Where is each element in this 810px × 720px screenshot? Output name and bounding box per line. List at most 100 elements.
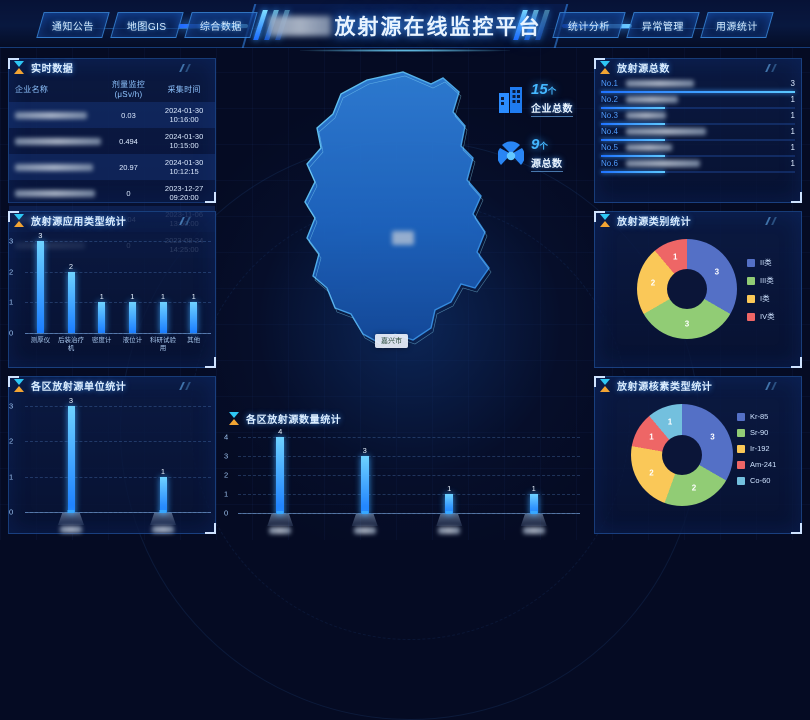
- donut-slice-value: 3: [710, 432, 715, 442]
- bar[interactable]: [36, 241, 44, 333]
- gridline: [25, 406, 211, 407]
- legend-item[interactable]: III类: [747, 275, 775, 286]
- table-row[interactable]: 0.03 2024-01-30 10:16:00: [9, 102, 215, 128]
- table-row[interactable]: 0 2023-12-27 09:20:00: [9, 180, 215, 206]
- donut-slice-value: 3: [684, 319, 690, 328]
- y-axis-tick: 3: [9, 236, 14, 246]
- nav-item-exception-management[interactable]: 异常管理: [626, 12, 700, 38]
- bar[interactable]: [128, 302, 136, 333]
- x-axis-tick-label: [434, 527, 464, 535]
- hourglass-icon: [600, 214, 611, 227]
- legend-item[interactable]: IV类: [747, 311, 775, 322]
- chart-district-count-wrap: 各区放射源数量统计 0 1 2 3 4 4 3 1 1: [224, 410, 584, 538]
- bar[interactable]: [276, 437, 285, 513]
- chart-nuclide-type: 3 2 2 1 1 Kr-85 Sr-90 Ir-192 Am-241 Co-60: [595, 394, 801, 533]
- legend-swatch: [747, 294, 755, 303]
- list-item[interactable]: No.4 1: [595, 125, 801, 141]
- y-axis-tick: 0: [9, 507, 14, 517]
- legend-swatch: [747, 312, 755, 321]
- bar[interactable]: [159, 476, 167, 512]
- legend-label: II类: [760, 258, 772, 267]
- bar[interactable]: [360, 456, 369, 513]
- bar[interactable]: [67, 406, 75, 512]
- y-axis-tick: 0: [224, 508, 229, 518]
- nav-item-comprehensive-data[interactable]: 综合数据: [184, 12, 258, 38]
- rank-name: [626, 111, 786, 120]
- bar-pedestal: [520, 514, 547, 526]
- legend-swatch: [737, 476, 745, 485]
- rank-value: 3: [790, 79, 795, 88]
- legend-swatch: [737, 412, 745, 421]
- table-row[interactable]: 0.494 2024-01-30 10:15:00: [9, 128, 215, 154]
- bar-value-label: 3: [38, 231, 43, 240]
- list-item[interactable]: No.5 1: [595, 141, 801, 157]
- bar-value-label: 1: [191, 292, 196, 302]
- panel-district-units-title: 各区放射源单位统计: [31, 382, 127, 393]
- chart-source-category: 3 3 2 1 II类 III类 I类 IV类: [595, 229, 801, 367]
- list-item[interactable]: No.3 1: [595, 109, 801, 125]
- title-redacted-block: [268, 16, 331, 36]
- list-item[interactable]: No.2 1: [595, 93, 801, 109]
- bar-pedestal: [267, 514, 294, 526]
- chart-legend: Kr-85 Sr-90 Ir-192 Am-241 Co-60: [737, 412, 776, 492]
- legend-swatch: [737, 460, 745, 469]
- x-axis-tick-label: 密度计: [91, 337, 112, 344]
- panel-app-type-chart: 放射源应用类型统计 0 1 2 3 3 测厚仪 2 后装治疗机 1 密度计 1 液位计 1 科研试验用 1 其…: [8, 211, 216, 368]
- center-stats: 15个 企业总数 9个 源总数: [498, 82, 594, 192]
- table-row[interactable]: 20.97 2024-01-30 10:12:15: [9, 154, 215, 180]
- cell-company: [9, 154, 104, 180]
- rank-progress-bar: [601, 171, 795, 173]
- rank-list[interactable]: No.1 3 No.2 1 No.3 1 No.4 1 No.5 1 No.6 1: [595, 76, 801, 202]
- bar[interactable]: [159, 302, 167, 333]
- nav-item-map-gis[interactable]: 地图GIS: [110, 12, 184, 38]
- bar[interactable]: [98, 302, 106, 333]
- panel-source-rank: 放射源总数 No.1 3 No.2 1 No.3 1 No.4 1 No.5 1 No.6 1: [594, 58, 802, 203]
- chart-district-units: 0 1 2 3 3 1: [9, 394, 215, 534]
- list-item[interactable]: No.1 3: [595, 77, 801, 93]
- nav-item-exception-management-label: 异常管理: [642, 21, 684, 33]
- y-axis-tick: 2: [224, 470, 229, 480]
- legend-label: Kr-85: [750, 412, 769, 421]
- legend-item[interactable]: I类: [747, 293, 775, 304]
- nav-item-notice[interactable]: 通知公告: [36, 12, 110, 38]
- bar-pedestal: [351, 514, 378, 526]
- rank-index: No.1: [601, 79, 618, 88]
- y-axis-tick: 1: [9, 472, 14, 482]
- bar[interactable]: [67, 271, 75, 333]
- stat-enterprise-label: 企业总数: [531, 100, 573, 117]
- x-axis: [25, 512, 211, 513]
- legend-item[interactable]: II类: [747, 257, 775, 268]
- legend-item[interactable]: Am-241: [737, 460, 776, 469]
- hourglass-icon: [14, 214, 25, 227]
- rank-name: [626, 95, 786, 104]
- bar-pedestal-cap: [361, 511, 369, 514]
- panel-source-category: 放射源类别统计 3 3 2 1 II类 III类 I类 IV类: [594, 211, 802, 368]
- legend-label: Sr-90: [750, 428, 769, 437]
- panel-decor-dashes: [765, 64, 793, 72]
- panel-nuclide-type: 放射源核素类型统计 3 2 2 1 1 Kr-85 Sr-90 Ir-192 Am-241 Co-…: [594, 376, 802, 534]
- table-header-row: 企业名称 剂量监控(μSv/h) 采集时间: [9, 76, 215, 102]
- panel-app-type-header: 放射源应用类型统计: [9, 212, 215, 229]
- rank-progress-bar: [601, 155, 795, 157]
- legend-item[interactable]: Co-60: [737, 476, 776, 485]
- panel-category-title: 放射源类别统计: [617, 217, 692, 228]
- legend-label: IV类: [760, 312, 775, 321]
- list-item[interactable]: No.6 1: [595, 157, 801, 173]
- nav-item-statistics[interactable]: 统计分析: [552, 12, 626, 38]
- legend-item[interactable]: Kr-85: [737, 412, 776, 421]
- panel-realtime-data: 实时数据 企业名称 剂量监控(μSv/h) 采集时间 0.03 2024-01-3…: [8, 58, 216, 258]
- nav-item-source-usage[interactable]: 用源统计: [700, 12, 774, 38]
- x-axis-tick-label: 其他: [187, 337, 201, 344]
- cell-dose: 20.97: [119, 162, 138, 172]
- bar[interactable]: [190, 302, 198, 333]
- x-axis-tick-label: 测厚仪: [30, 337, 51, 344]
- legend-label: Co-60: [750, 476, 771, 485]
- legend-item[interactable]: Ir-192: [737, 444, 776, 453]
- gridline: [25, 241, 211, 242]
- bar-value-label: 1: [447, 484, 452, 493]
- x-axis: [238, 513, 580, 514]
- map-tooltip: 嘉兴市: [375, 334, 408, 348]
- building-icon: [499, 86, 522, 113]
- legend-item[interactable]: Sr-90: [737, 428, 776, 437]
- stat-source-value: 9个: [531, 137, 563, 152]
